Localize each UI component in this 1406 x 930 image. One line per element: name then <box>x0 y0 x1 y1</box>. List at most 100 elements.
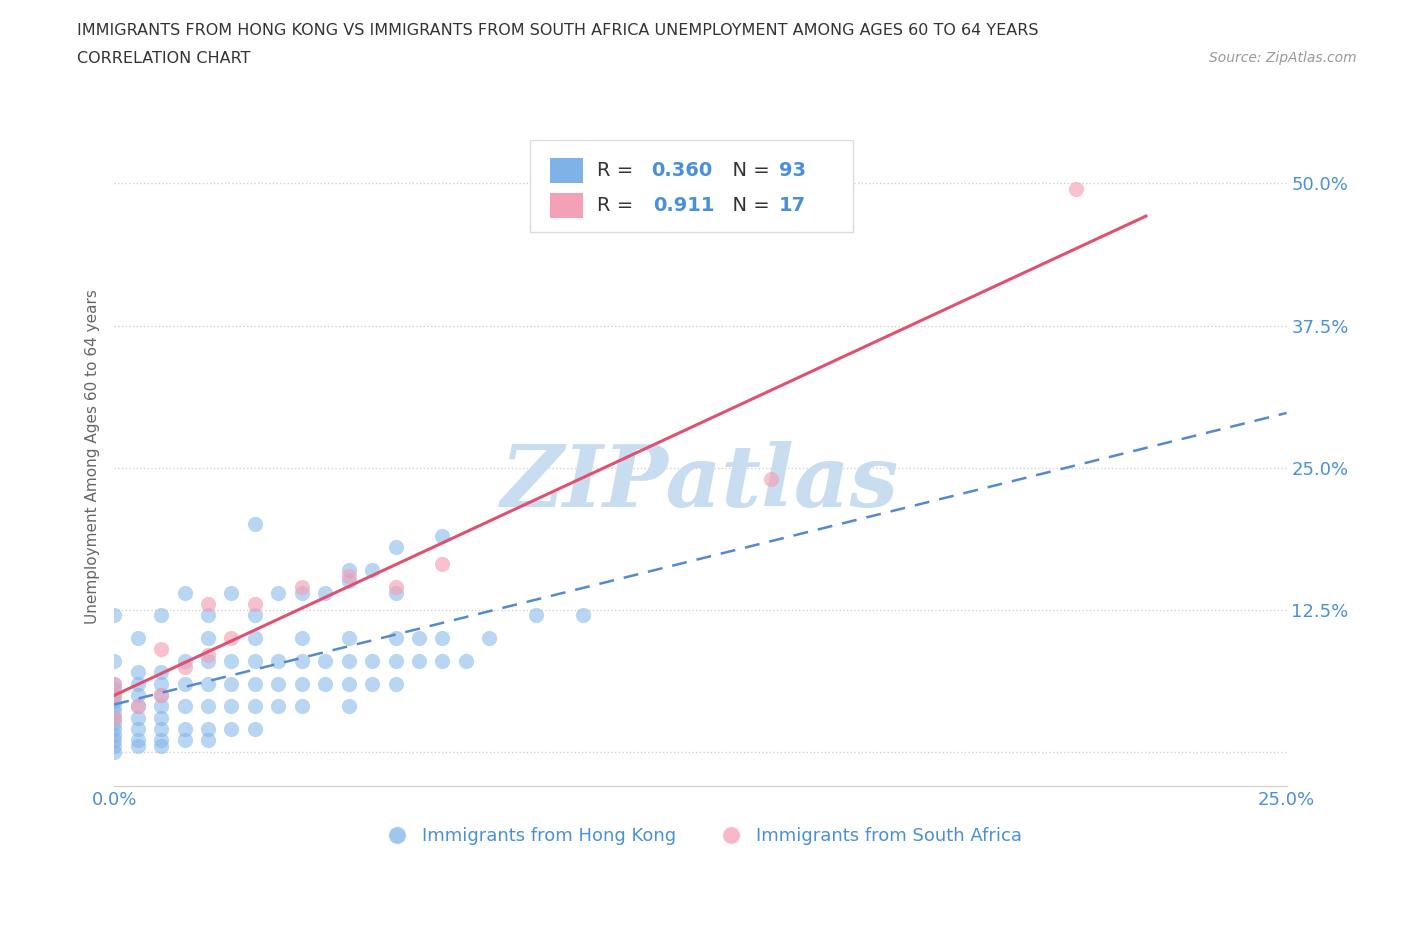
Point <box>150 711 173 725</box>
Point <box>173 654 195 669</box>
Point <box>243 676 266 691</box>
Point <box>173 676 195 691</box>
Point <box>103 711 125 725</box>
Text: R =: R = <box>598 196 645 215</box>
Point <box>454 654 477 669</box>
FancyBboxPatch shape <box>530 140 853 232</box>
Point <box>243 631 266 645</box>
Point <box>103 687 125 702</box>
Point <box>432 631 454 645</box>
Text: N =: N = <box>720 196 776 215</box>
Point <box>314 585 336 600</box>
Point <box>173 722 195 737</box>
Point <box>150 698 173 713</box>
Point <box>432 654 454 669</box>
Point <box>103 722 125 737</box>
Point <box>361 654 384 669</box>
Point <box>127 687 149 702</box>
Point <box>243 722 266 737</box>
Point <box>384 539 406 554</box>
Point <box>408 631 430 645</box>
FancyBboxPatch shape <box>550 193 583 219</box>
Point <box>243 654 266 669</box>
Point <box>221 654 243 669</box>
Point <box>384 676 406 691</box>
Point <box>243 517 266 532</box>
Point <box>103 676 125 691</box>
Point <box>221 676 243 691</box>
Text: IMMIGRANTS FROM HONG KONG VS IMMIGRANTS FROM SOUTH AFRICA UNEMPLOYMENT AMONG AGE: IMMIGRANTS FROM HONG KONG VS IMMIGRANTS … <box>77 23 1039 38</box>
Text: 17: 17 <box>779 196 806 215</box>
Point <box>759 472 782 486</box>
Point <box>384 631 406 645</box>
Point <box>432 528 454 543</box>
Point <box>478 631 501 645</box>
Point <box>127 665 149 680</box>
Point <box>127 676 149 691</box>
Point <box>127 698 149 713</box>
Point <box>150 722 173 737</box>
Point <box>243 596 266 611</box>
Point <box>197 733 219 748</box>
Point <box>127 698 149 713</box>
Text: ZIPatlas: ZIPatlas <box>502 441 900 525</box>
Point <box>103 727 125 742</box>
Point <box>103 687 125 702</box>
Point <box>103 738 125 753</box>
Point <box>291 579 314 594</box>
Point <box>173 733 195 748</box>
Text: 93: 93 <box>779 161 806 180</box>
Point <box>384 579 406 594</box>
Point <box>408 654 430 669</box>
Point <box>267 676 290 691</box>
Point <box>127 722 149 737</box>
Point <box>361 563 384 578</box>
Point <box>572 608 595 623</box>
Point <box>337 698 360 713</box>
Point <box>103 711 125 725</box>
Point <box>103 733 125 748</box>
Point <box>291 585 314 600</box>
Point <box>221 722 243 737</box>
Point <box>221 698 243 713</box>
Point <box>197 654 219 669</box>
Point <box>197 676 219 691</box>
Point <box>103 676 125 691</box>
Point <box>267 654 290 669</box>
Point <box>267 698 290 713</box>
Point <box>173 585 195 600</box>
Point <box>197 722 219 737</box>
Point <box>384 585 406 600</box>
Point <box>150 665 173 680</box>
Y-axis label: Unemployment Among Ages 60 to 64 years: Unemployment Among Ages 60 to 64 years <box>86 289 100 624</box>
Point <box>150 642 173 657</box>
Point <box>197 647 219 662</box>
Text: 0.360: 0.360 <box>651 161 713 180</box>
Point <box>337 676 360 691</box>
Point <box>103 705 125 720</box>
Legend: Immigrants from Hong Kong, Immigrants from South Africa: Immigrants from Hong Kong, Immigrants fr… <box>371 820 1029 853</box>
Point <box>432 557 454 572</box>
Point <box>337 654 360 669</box>
Point <box>150 738 173 753</box>
Point <box>197 698 219 713</box>
Point <box>103 608 125 623</box>
Point <box>103 654 125 669</box>
Point <box>173 659 195 674</box>
Point <box>337 563 360 578</box>
Point <box>197 596 219 611</box>
Point <box>337 574 360 589</box>
Point <box>291 698 314 713</box>
Text: R =: R = <box>598 161 640 180</box>
Point <box>127 631 149 645</box>
Text: Source: ZipAtlas.com: Source: ZipAtlas.com <box>1209 51 1357 65</box>
Point <box>337 568 360 583</box>
Point <box>314 654 336 669</box>
Text: 0.911: 0.911 <box>654 196 716 215</box>
Point <box>337 631 360 645</box>
Point <box>150 608 173 623</box>
Point <box>103 744 125 759</box>
Point <box>243 698 266 713</box>
Point <box>291 676 314 691</box>
Point <box>291 654 314 669</box>
